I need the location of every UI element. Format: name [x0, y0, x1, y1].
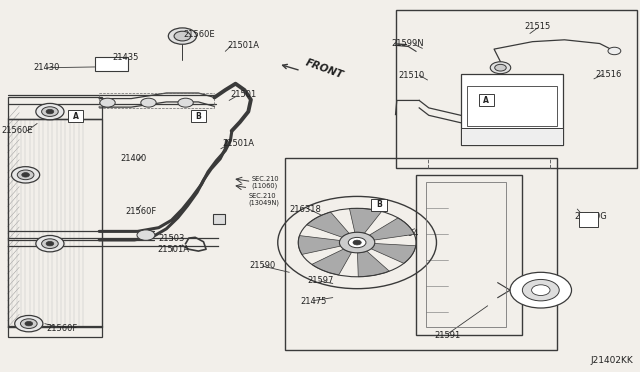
Text: 21590: 21590 [250, 262, 276, 270]
Text: 21597: 21597 [307, 276, 333, 285]
Polygon shape [369, 218, 414, 240]
Text: 21475: 21475 [301, 297, 327, 306]
Text: 21560E: 21560E [1, 126, 33, 135]
Bar [213, 214, 225, 224]
Bar [371, 199, 387, 211]
Text: 21560F: 21560F [125, 207, 157, 216]
Bar [461, 74, 563, 145]
Bar [285, 158, 557, 350]
Text: J21402KK: J21402KK [591, 356, 634, 365]
Circle shape [42, 107, 58, 116]
Text: 21501A: 21501A [223, 139, 255, 148]
Text: A: A [483, 96, 490, 105]
Circle shape [339, 232, 375, 253]
Text: 21501: 21501 [230, 90, 257, 99]
Text: B: B [196, 112, 201, 121]
Circle shape [100, 98, 115, 107]
Text: 21501A: 21501A [227, 41, 259, 50]
Circle shape [42, 239, 58, 248]
Bar [97, 59, 108, 63]
Circle shape [36, 103, 64, 120]
Text: SEC.210
(11060): SEC.210 (11060) [252, 176, 279, 189]
Circle shape [353, 240, 361, 245]
Circle shape [522, 279, 559, 301]
Text: 21435: 21435 [112, 53, 138, 62]
Bar [191, 110, 206, 122]
Bar [426, 182, 506, 327]
Bar [8, 119, 102, 327]
Text: 21501A: 21501A [157, 246, 189, 254]
Text: 21591: 21591 [434, 331, 460, 340]
Text: 21694: 21694 [392, 229, 419, 238]
Bar [68, 110, 83, 122]
Bar [461, 128, 563, 145]
Polygon shape [307, 212, 349, 237]
Bar [8, 326, 102, 337]
Circle shape [178, 98, 193, 107]
Text: 21400: 21400 [120, 154, 147, 163]
Text: 21515: 21515 [525, 22, 551, 31]
Polygon shape [298, 235, 340, 254]
Polygon shape [371, 244, 416, 263]
Circle shape [168, 28, 196, 44]
Text: 21430: 21430 [33, 63, 60, 72]
Circle shape [532, 285, 550, 295]
Circle shape [22, 173, 29, 177]
Bar [579, 212, 598, 227]
Circle shape [137, 230, 155, 240]
Circle shape [490, 62, 511, 74]
Bar [416, 175, 522, 335]
Circle shape [20, 319, 37, 328]
Circle shape [46, 241, 54, 246]
Bar [95, 57, 128, 71]
Circle shape [141, 98, 156, 107]
Text: 21599N: 21599N [392, 39, 424, 48]
Bar [467, 86, 557, 126]
Text: B: B [376, 200, 381, 209]
Bar [479, 94, 494, 106]
Text: 21510G: 21510G [575, 212, 607, 221]
Polygon shape [358, 251, 389, 277]
Circle shape [15, 315, 43, 332]
Bar [97, 65, 108, 70]
Text: 21516: 21516 [595, 70, 621, 79]
Bar [396, 10, 637, 168]
Circle shape [36, 235, 64, 252]
Text: A: A [72, 112, 79, 121]
Circle shape [510, 272, 572, 308]
Bar [8, 97, 102, 119]
Text: 21510: 21510 [398, 71, 424, 80]
Circle shape [174, 31, 191, 41]
Circle shape [348, 237, 366, 248]
Circle shape [12, 167, 40, 183]
Circle shape [25, 321, 33, 326]
Circle shape [46, 109, 54, 114]
Text: 216318: 216318 [289, 205, 321, 214]
Circle shape [17, 170, 34, 180]
Polygon shape [349, 208, 381, 233]
Text: FRONT: FRONT [304, 58, 345, 81]
Text: 21503: 21503 [159, 234, 185, 243]
Text: 21560E: 21560E [184, 30, 215, 39]
Polygon shape [312, 249, 351, 275]
Text: 21560F: 21560F [46, 324, 77, 333]
Circle shape [608, 47, 621, 55]
Text: SEC.210
(13049N): SEC.210 (13049N) [248, 193, 279, 206]
Circle shape [495, 64, 506, 71]
